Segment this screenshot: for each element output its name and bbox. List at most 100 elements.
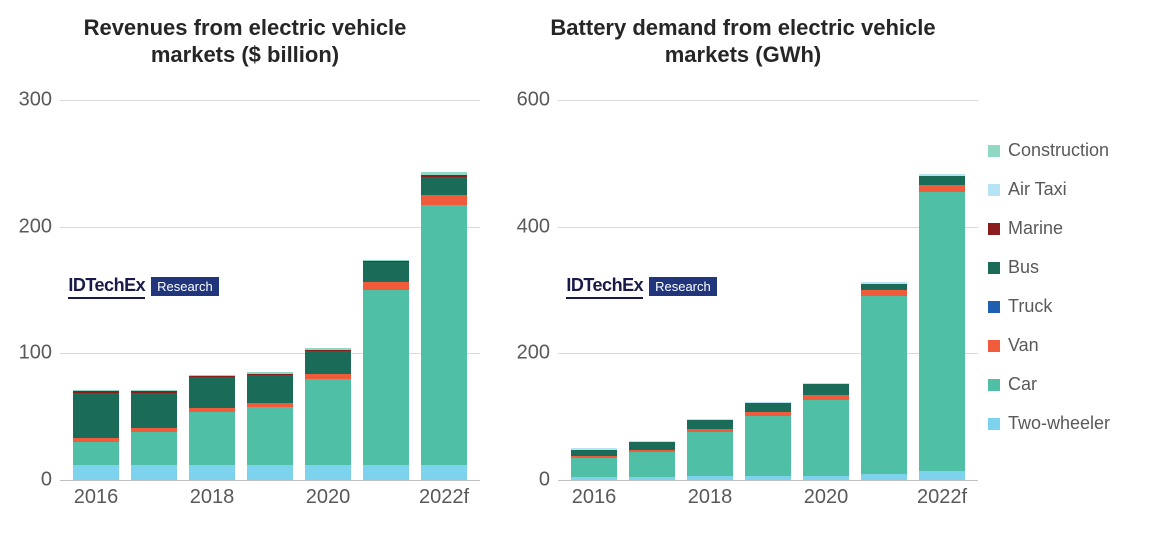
watermark-tag: Research [649, 277, 717, 296]
legend-label: Car [1008, 374, 1037, 395]
y-tick-label: 200 [517, 342, 558, 365]
legend-swatch [988, 379, 1000, 391]
bar-group [687, 419, 733, 480]
bar-group [305, 348, 351, 480]
figure: Revenues from electric vehicle markets (… [0, 0, 1167, 544]
legend-swatch [988, 418, 1000, 430]
bar-segment-bus [919, 176, 965, 185]
bar-segment-car [305, 379, 351, 465]
bar-segment-bus [363, 262, 409, 282]
bar-segment-car [189, 412, 235, 465]
bar-segment-car [629, 452, 675, 477]
x-tick-label: 2018 [688, 480, 733, 509]
bar-group [189, 375, 235, 480]
x-tick-label: 2016 [74, 480, 119, 509]
bar-group [629, 441, 675, 480]
bar-segment-two-wheeler [189, 465, 235, 480]
legend-item: Two-wheeler [988, 413, 1110, 434]
bar-segment-car [363, 290, 409, 465]
x-axis [60, 480, 480, 481]
watermark-tag: Research [151, 277, 219, 296]
bar-segment-two-wheeler [363, 465, 409, 480]
legend-label: Air Taxi [1008, 179, 1067, 200]
x-axis [558, 480, 978, 481]
legend-item: Construction [988, 140, 1110, 161]
plot-area: IDTechEx Research 0200400600201620182020… [558, 100, 978, 480]
legend-label: Truck [1008, 296, 1052, 317]
legend-panel: Construction Air Taxi Marine Bus Truck Van Car… [988, 10, 1158, 544]
y-tick-label: 300 [19, 89, 60, 112]
legend-item: Van [988, 335, 1110, 356]
bar-segment-two-wheeler [745, 476, 791, 480]
bar-segment-bus [73, 393, 119, 439]
bar-segment-bus [305, 351, 351, 374]
y-tick-label: 600 [517, 89, 558, 112]
y-tick-label: 0 [539, 469, 558, 492]
watermark-brand: IDTechEx [68, 275, 145, 299]
bar-segment-car [571, 458, 617, 477]
legend-label: Bus [1008, 257, 1039, 278]
legend-item: Car [988, 374, 1110, 395]
bar-group [861, 282, 907, 480]
legend-item: Marine [988, 218, 1110, 239]
bar-segment-car [247, 407, 293, 465]
bar-segment-two-wheeler [861, 474, 907, 480]
bar-segment-bus [247, 375, 293, 403]
legend-swatch [988, 340, 1000, 352]
bar-segment-car [861, 296, 907, 473]
x-tick-label: 2022f [917, 480, 967, 509]
watermark-brand: IDTechEx [566, 275, 643, 299]
chart-title: Revenues from electric vehicle markets (… [0, 10, 490, 72]
bar-segment-two-wheeler [131, 465, 177, 480]
bar-segment-bus [421, 177, 467, 195]
bar-segment-two-wheeler [247, 465, 293, 480]
y-tick-label: 100 [19, 342, 60, 365]
bar-segment-bus [131, 393, 177, 428]
bar-segment-car [919, 192, 965, 471]
bar-segment-two-wheeler [919, 471, 965, 480]
x-tick-label: 2022f [419, 480, 469, 509]
bar-group [131, 390, 177, 480]
bar-segment-car [73, 442, 119, 465]
bar-group [571, 448, 617, 480]
legend-label: Two-wheeler [1008, 413, 1110, 434]
bar-segment-van [363, 282, 409, 290]
bar-segment-car [745, 416, 791, 476]
bar-segment-car [687, 432, 733, 476]
bar-segment-bus [629, 442, 675, 450]
bar-group [421, 172, 467, 480]
legend-item: Air Taxi [988, 179, 1110, 200]
y-tick-label: 200 [19, 215, 60, 238]
x-tick-label: 2020 [804, 480, 849, 509]
legend: Construction Air Taxi Marine Bus Truck Van Car… [988, 140, 1110, 434]
bar-group [745, 402, 791, 480]
bar-group [919, 174, 965, 481]
bar-segment-car [803, 400, 849, 476]
legend-label: Van [1008, 335, 1039, 356]
bar-group [73, 390, 119, 480]
legend-swatch [988, 145, 1000, 157]
legend-swatch [988, 262, 1000, 274]
chart-revenues: Revenues from electric vehicle markets (… [0, 10, 490, 544]
x-tick-label: 2020 [306, 480, 351, 509]
bar-group [247, 372, 293, 480]
x-tick-label: 2016 [572, 480, 617, 509]
bar-segment-bus [745, 403, 791, 412]
watermark: IDTechEx Research [566, 275, 716, 299]
watermark: IDTechEx Research [68, 275, 218, 299]
legend-label: Construction [1008, 140, 1109, 161]
bar-group [803, 383, 849, 480]
legend-label: Marine [1008, 218, 1063, 239]
chart-title: Battery demand from electric vehicle mar… [498, 10, 988, 72]
bar-segment-two-wheeler [73, 465, 119, 480]
bar-segment-two-wheeler [305, 465, 351, 480]
bar-segment-bus [687, 420, 733, 429]
bar-segment-bus [189, 377, 235, 407]
bar-segment-two-wheeler [421, 465, 467, 480]
bar-group [363, 260, 409, 480]
legend-item: Truck [988, 296, 1110, 317]
y-tick-label: 0 [41, 469, 60, 492]
plot-area: IDTechEx Research 0100200300201620182020… [60, 100, 480, 480]
bar-segment-two-wheeler [629, 477, 675, 480]
legend-swatch [988, 223, 1000, 235]
